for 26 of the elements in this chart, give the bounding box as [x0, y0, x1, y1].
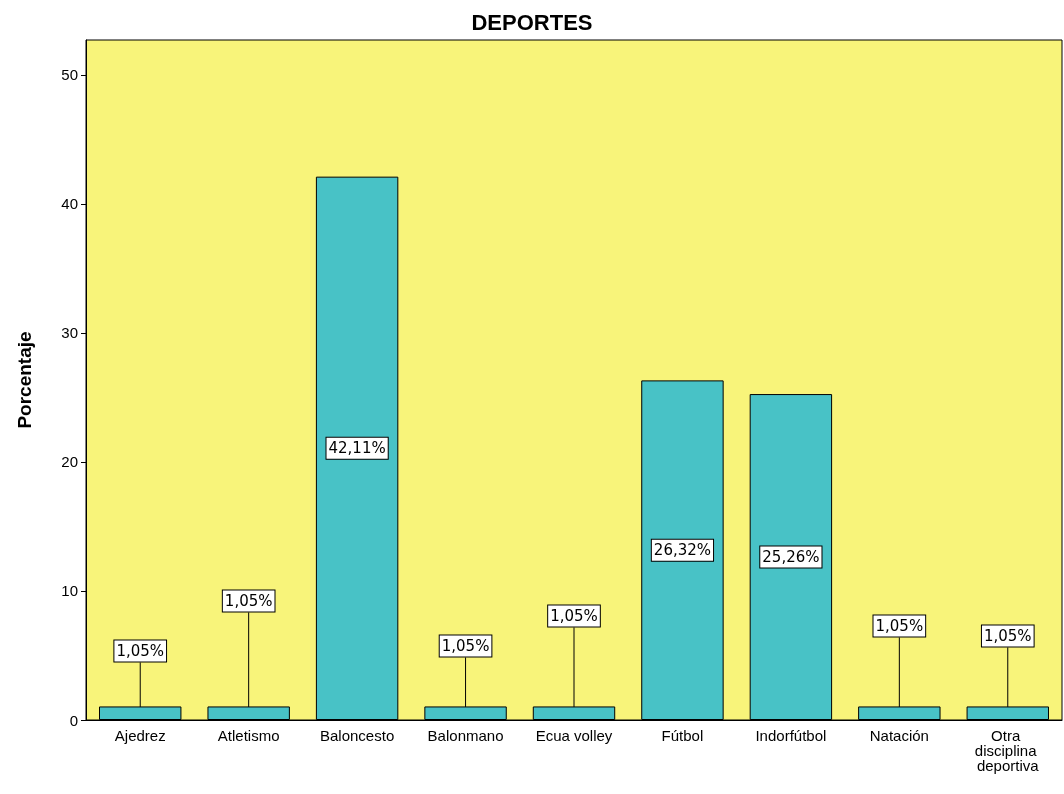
x-tick-label: Balonmano [427, 727, 504, 744]
chart-title: DEPORTES [471, 9, 593, 35]
data-label: 1,05% [875, 616, 924, 635]
data-label: 1,05% [116, 641, 165, 660]
x-tick-label: Ajedrez [114, 727, 166, 744]
data-label: 1,05% [550, 606, 598, 625]
y-axis-title: Porcentaje [14, 331, 35, 429]
y-tick-label: 20 [61, 453, 78, 471]
data-label: 1,05% [441, 636, 490, 655]
x-tick-label: Natación [869, 727, 929, 744]
x-tick-label: Fútbol [661, 727, 704, 744]
y-tick-label: 50 [61, 66, 78, 84]
data-label: 42,11% [328, 439, 386, 458]
data-label: 1,05% [224, 591, 273, 610]
y-tick-label: 40 [61, 195, 78, 213]
data-label: 26,32% [653, 541, 712, 560]
x-tick-label: Baloncesto [320, 727, 395, 744]
y-tick-label: 10 [61, 582, 78, 600]
data-label: 25,26% [762, 548, 820, 567]
x-tick-label: Otra disciplina deportiva [974, 727, 1041, 774]
x-tick-label: Indorfútbol [755, 727, 827, 744]
y-tick-label: 30 [61, 324, 78, 342]
data-label: 1,05% [983, 626, 1032, 645]
x-tick-label: Atletismo [217, 727, 280, 744]
x-tick-label: Ecua volley [535, 727, 613, 744]
y-tick-label: 0 [69, 711, 78, 729]
